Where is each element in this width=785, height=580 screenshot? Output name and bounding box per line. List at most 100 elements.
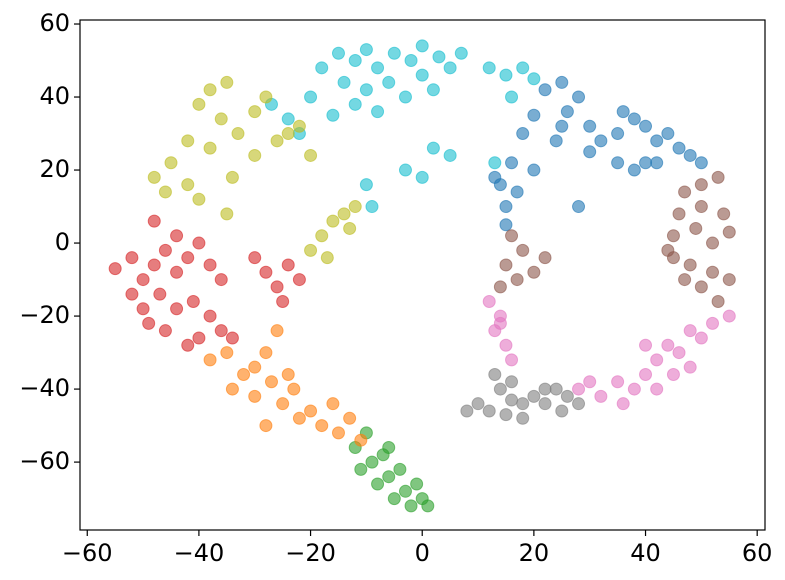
point (583, 119, 597, 133)
point (371, 105, 385, 119)
point (650, 353, 664, 367)
point (398, 90, 412, 104)
point (583, 375, 597, 389)
point (499, 408, 513, 422)
point (493, 316, 507, 330)
point (158, 185, 172, 199)
point (292, 273, 306, 287)
point (505, 156, 519, 170)
point (264, 375, 278, 389)
point (499, 68, 513, 82)
point (354, 462, 368, 476)
point (678, 273, 692, 287)
point (220, 346, 234, 360)
point (398, 163, 412, 177)
point (443, 61, 457, 75)
point (415, 39, 429, 53)
point (510, 273, 524, 287)
point (404, 499, 418, 513)
point (549, 134, 563, 148)
point (382, 75, 396, 89)
point (147, 258, 161, 272)
point (538, 382, 552, 396)
point (248, 251, 262, 265)
point (505, 375, 519, 389)
point (516, 411, 530, 425)
point (398, 484, 412, 498)
point (706, 316, 720, 330)
point (359, 43, 373, 57)
point (666, 367, 680, 381)
point (331, 426, 345, 440)
point (505, 229, 519, 243)
point (164, 156, 178, 170)
point (292, 119, 306, 133)
x-tick-label: 0 (415, 539, 430, 567)
point (259, 346, 273, 360)
point (650, 134, 664, 148)
point (387, 492, 401, 506)
point (683, 324, 697, 338)
point (203, 353, 217, 367)
point (666, 229, 680, 243)
point (348, 200, 362, 214)
point (611, 375, 625, 389)
point (337, 207, 351, 221)
point (616, 397, 630, 411)
point (505, 353, 519, 367)
point (488, 156, 502, 170)
point (192, 97, 206, 111)
point (460, 404, 474, 418)
point (181, 134, 195, 148)
point (136, 273, 150, 287)
point (694, 280, 708, 294)
point (683, 360, 697, 374)
point (382, 470, 396, 484)
point (555, 75, 569, 89)
point (108, 262, 122, 276)
point (320, 251, 334, 265)
point (527, 163, 541, 177)
point (499, 258, 513, 272)
point (281, 367, 295, 381)
point (304, 148, 318, 162)
point (158, 324, 172, 338)
point (343, 411, 357, 425)
point (181, 178, 195, 192)
point (499, 218, 513, 232)
point (214, 273, 228, 287)
point (711, 294, 725, 308)
point (555, 404, 569, 418)
point (639, 119, 653, 133)
point (248, 148, 262, 162)
point (560, 389, 574, 403)
point (359, 178, 373, 192)
point (650, 156, 664, 170)
point (706, 265, 720, 279)
point (421, 499, 435, 513)
point (192, 192, 206, 206)
point (237, 367, 251, 381)
point (722, 273, 736, 287)
point (499, 338, 513, 352)
point (426, 83, 440, 97)
point (538, 397, 552, 411)
y-tick-label: −60 (19, 447, 70, 475)
point (304, 90, 318, 104)
point (382, 440, 396, 454)
point (505, 393, 519, 407)
point (505, 90, 519, 104)
point (248, 389, 262, 403)
point (572, 90, 586, 104)
point (259, 90, 273, 104)
point (192, 236, 206, 250)
point (354, 433, 368, 447)
point (337, 75, 351, 89)
point (387, 46, 401, 60)
point (639, 156, 653, 170)
point (572, 200, 586, 214)
point (170, 265, 184, 279)
point (181, 251, 195, 265)
point (270, 280, 284, 294)
point (493, 382, 507, 396)
